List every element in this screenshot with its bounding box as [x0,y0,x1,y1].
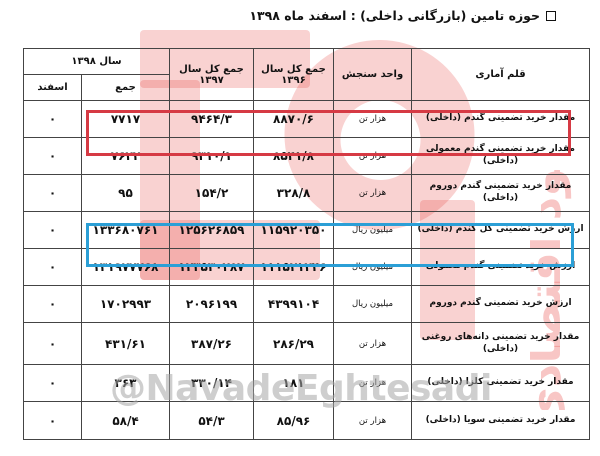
cell-total-1397: ۳۳۰/۱۴ [169,364,255,402]
title-text: حوزه تامین (بازرگانی داخلی) : اسفند ماه … [249,8,540,23]
header-year-1398: سال ۱۳۹۸ [22,48,171,75]
cell-item: مقدار خرید تضمینی گندم (داخلی) [411,100,591,138]
cell-total-1396: ۳۲۸/۸ [253,174,335,212]
cell-total-1397: ۹۳۱۰/۱ [169,137,255,175]
cell-total-1397: ۱۵۴/۲ [169,174,255,212]
cell-item: مقدار خرید تضمینی گندم معمولی (داخلی) [411,137,591,175]
stats-table: سال ۱۳۹۸ جمع کل سال ۱۳۹۷ جمع کل سال ۱۳۹۶… [22,48,591,440]
cell-item: مقدار خرید تضمینی کلزا (داخلی) [411,364,591,402]
cell-esfand: ۰ [23,248,82,286]
page-title: حوزه تامین (بازرگانی داخلی) : اسفند ماه … [249,8,556,23]
cell-sum: ۷۶۲۲ [80,137,171,175]
cell-unit: هزار تن [333,322,413,365]
cell-total-1397: ۱۲۳۵۳۰۲۸۷ [169,248,255,286]
cell-unit: هزار تن [333,401,413,440]
cell-unit: هزار تن [333,100,413,138]
table-row: ۰ ۷۷۱۷ ۹۴۶۴/۳ ۸۸۷۰/۶ هزار تن مقدار خرید … [23,100,591,138]
cell-unit: هزار تن [333,364,413,402]
cell-total-1397: ۹۴۶۴/۳ [169,100,255,138]
cell-sum: ۴۳۱/۶۱ [80,322,171,365]
table-row: ۰ ۱۳۱۹۷۷۷۶۸ ۱۲۳۵۳۰۲۸۷ ۱۱۱۵۲۱۲۴۶ میلیون ر… [23,248,591,286]
table-row: ۰ ۱۳۳۶۸۰۷۶۱ ۱۲۵۶۲۶۸۵۹ ۱۱۵۹۲۰۳۵۰ میلیون ر… [23,211,591,249]
cell-sum: ۳۶۳ [80,364,171,402]
cell-sum: ۱۷۰۲۹۹۳ [80,285,171,323]
cell-esfand: ۰ [23,364,82,402]
cell-esfand: ۰ [23,174,82,212]
table-row: ۰ ۵۸/۴ ۵۴/۳ ۸۵/۹۶ هزار تن مقدار خرید تضم… [23,401,591,440]
header-total-1397: جمع کل سال ۱۳۹۷ [169,48,255,101]
cell-total-1396: ۴۳۹۹۱۰۴ [253,285,335,323]
cell-esfand: ۰ [23,401,82,440]
cell-total-1397: ۵۴/۳ [169,401,255,440]
header-row-1: سال ۱۳۹۸ جمع کل سال ۱۳۹۷ جمع کل سال ۱۳۹۶… [22,48,591,101]
cell-esfand: ۰ [23,322,82,365]
cell-total-1397: ۱۲۵۶۲۶۸۵۹ [169,211,255,249]
table-row: ۰ ۹۵ ۱۵۴/۲ ۳۲۸/۸ هزار تن مقدار خرید تضمی… [23,174,591,212]
cell-item: مقدار خرید تضمینی گندم دوروم (داخلی) [411,174,591,212]
cell-esfand: ۰ [23,100,82,138]
cell-unit: هزار تن [333,137,413,175]
cell-unit: هزار تن [333,174,413,212]
cell-total-1396: ۸۵۴۱/۸ [253,137,335,175]
cell-total-1396: ۸۸۷۰/۶ [253,100,335,138]
table-row: ۰ ۴۳۱/۶۱ ۳۸۷/۲۶ ۲۸۶/۲۹ هزار تن مقدار خری… [23,322,591,365]
cell-total-1396: ۱۱۱۵۲۱۲۴۶ [253,248,335,286]
cell-unit: میلیون ریال [333,211,413,249]
cell-item: ارزش خرید تضمینی گندم معمولی [411,248,591,286]
cell-sum: ۱۳۱۹۷۷۷۶۸ [80,248,171,286]
cell-unit: میلیون ریال [333,285,413,323]
cell-sum: ۷۷۱۷ [80,100,171,138]
cell-sum: ۵۸/۴ [80,401,171,440]
cell-total-1396: ۱۸۱ [253,364,335,402]
header-total-1396: جمع کل سال ۱۳۹۶ [253,48,335,101]
header-esfand: اسفند [23,74,82,101]
header-unit: واحد سنجش [333,48,413,101]
cell-sum: ۹۵ [80,174,171,212]
cell-item: مقدار خرید تضمینی دانه‌های روغنی (داخلی) [411,322,591,365]
table-row: ۰ ۱۷۰۲۹۹۳ ۲۰۹۶۱۹۹ ۴۳۹۹۱۰۴ میلیون ریال ار… [23,285,591,323]
checkbox-icon [546,10,556,21]
cell-sum: ۱۳۳۶۸۰۷۶۱ [80,211,171,249]
header-sum: جمع [80,74,171,101]
cell-esfand: ۰ [23,211,82,249]
cell-total-1396: ۸۵/۹۶ [253,401,335,440]
cell-esfand: ۰ [23,285,82,323]
table-row: ۰ ۷۶۲۲ ۹۳۱۰/۱ ۸۵۴۱/۸ هزار تن مقدار خرید … [23,137,591,175]
cell-unit: میلیون ریال [333,248,413,286]
cell-total-1397: ۲۰۹۶۱۹۹ [169,285,255,323]
table-row: ۰ ۳۶۳ ۳۳۰/۱۴ ۱۸۱ هزار تن مقدار خرید تضمی… [23,364,591,402]
cell-total-1396: ۱۱۵۹۲۰۳۵۰ [253,211,335,249]
cell-esfand: ۰ [23,137,82,175]
header-item: قلم آماری [411,48,591,101]
cell-item: مقدار خرید تضمینی سویا (داخلی) [411,401,591,440]
cell-item: ارزش خرید تضمینی گندم دوروم [411,285,591,323]
cell-total-1397: ۳۸۷/۲۶ [169,322,255,365]
cell-item: ارزش خرید تضمینی کل گندم (داخلی) [411,211,591,249]
cell-total-1396: ۲۸۶/۲۹ [253,322,335,365]
